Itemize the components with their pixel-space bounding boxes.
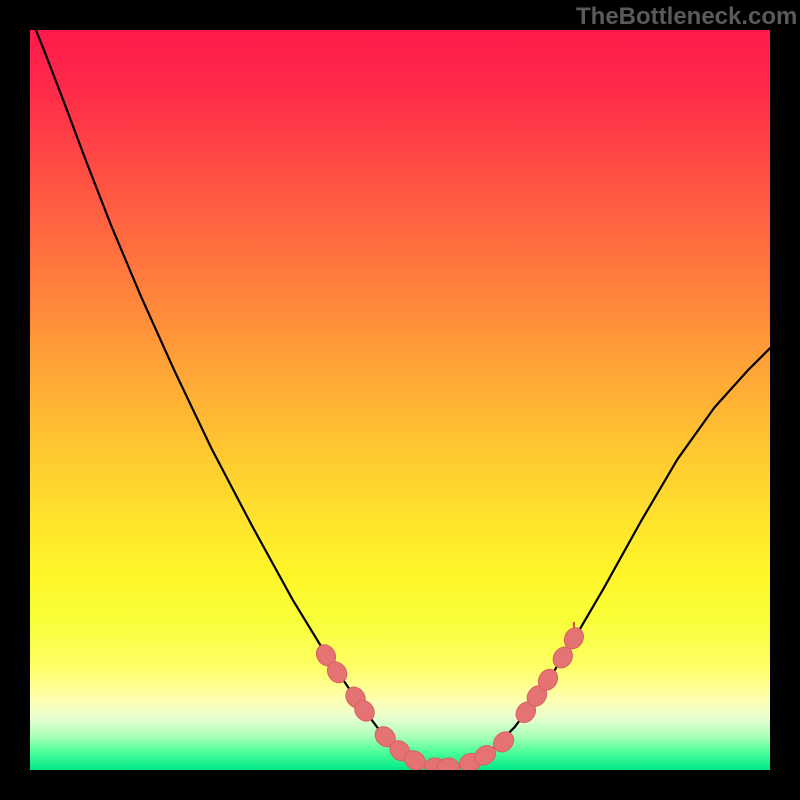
chart-background-gradient bbox=[30, 30, 770, 770]
bottleneck-chart bbox=[0, 0, 800, 800]
watermark-text: TheBottleneck.com bbox=[576, 3, 797, 31]
